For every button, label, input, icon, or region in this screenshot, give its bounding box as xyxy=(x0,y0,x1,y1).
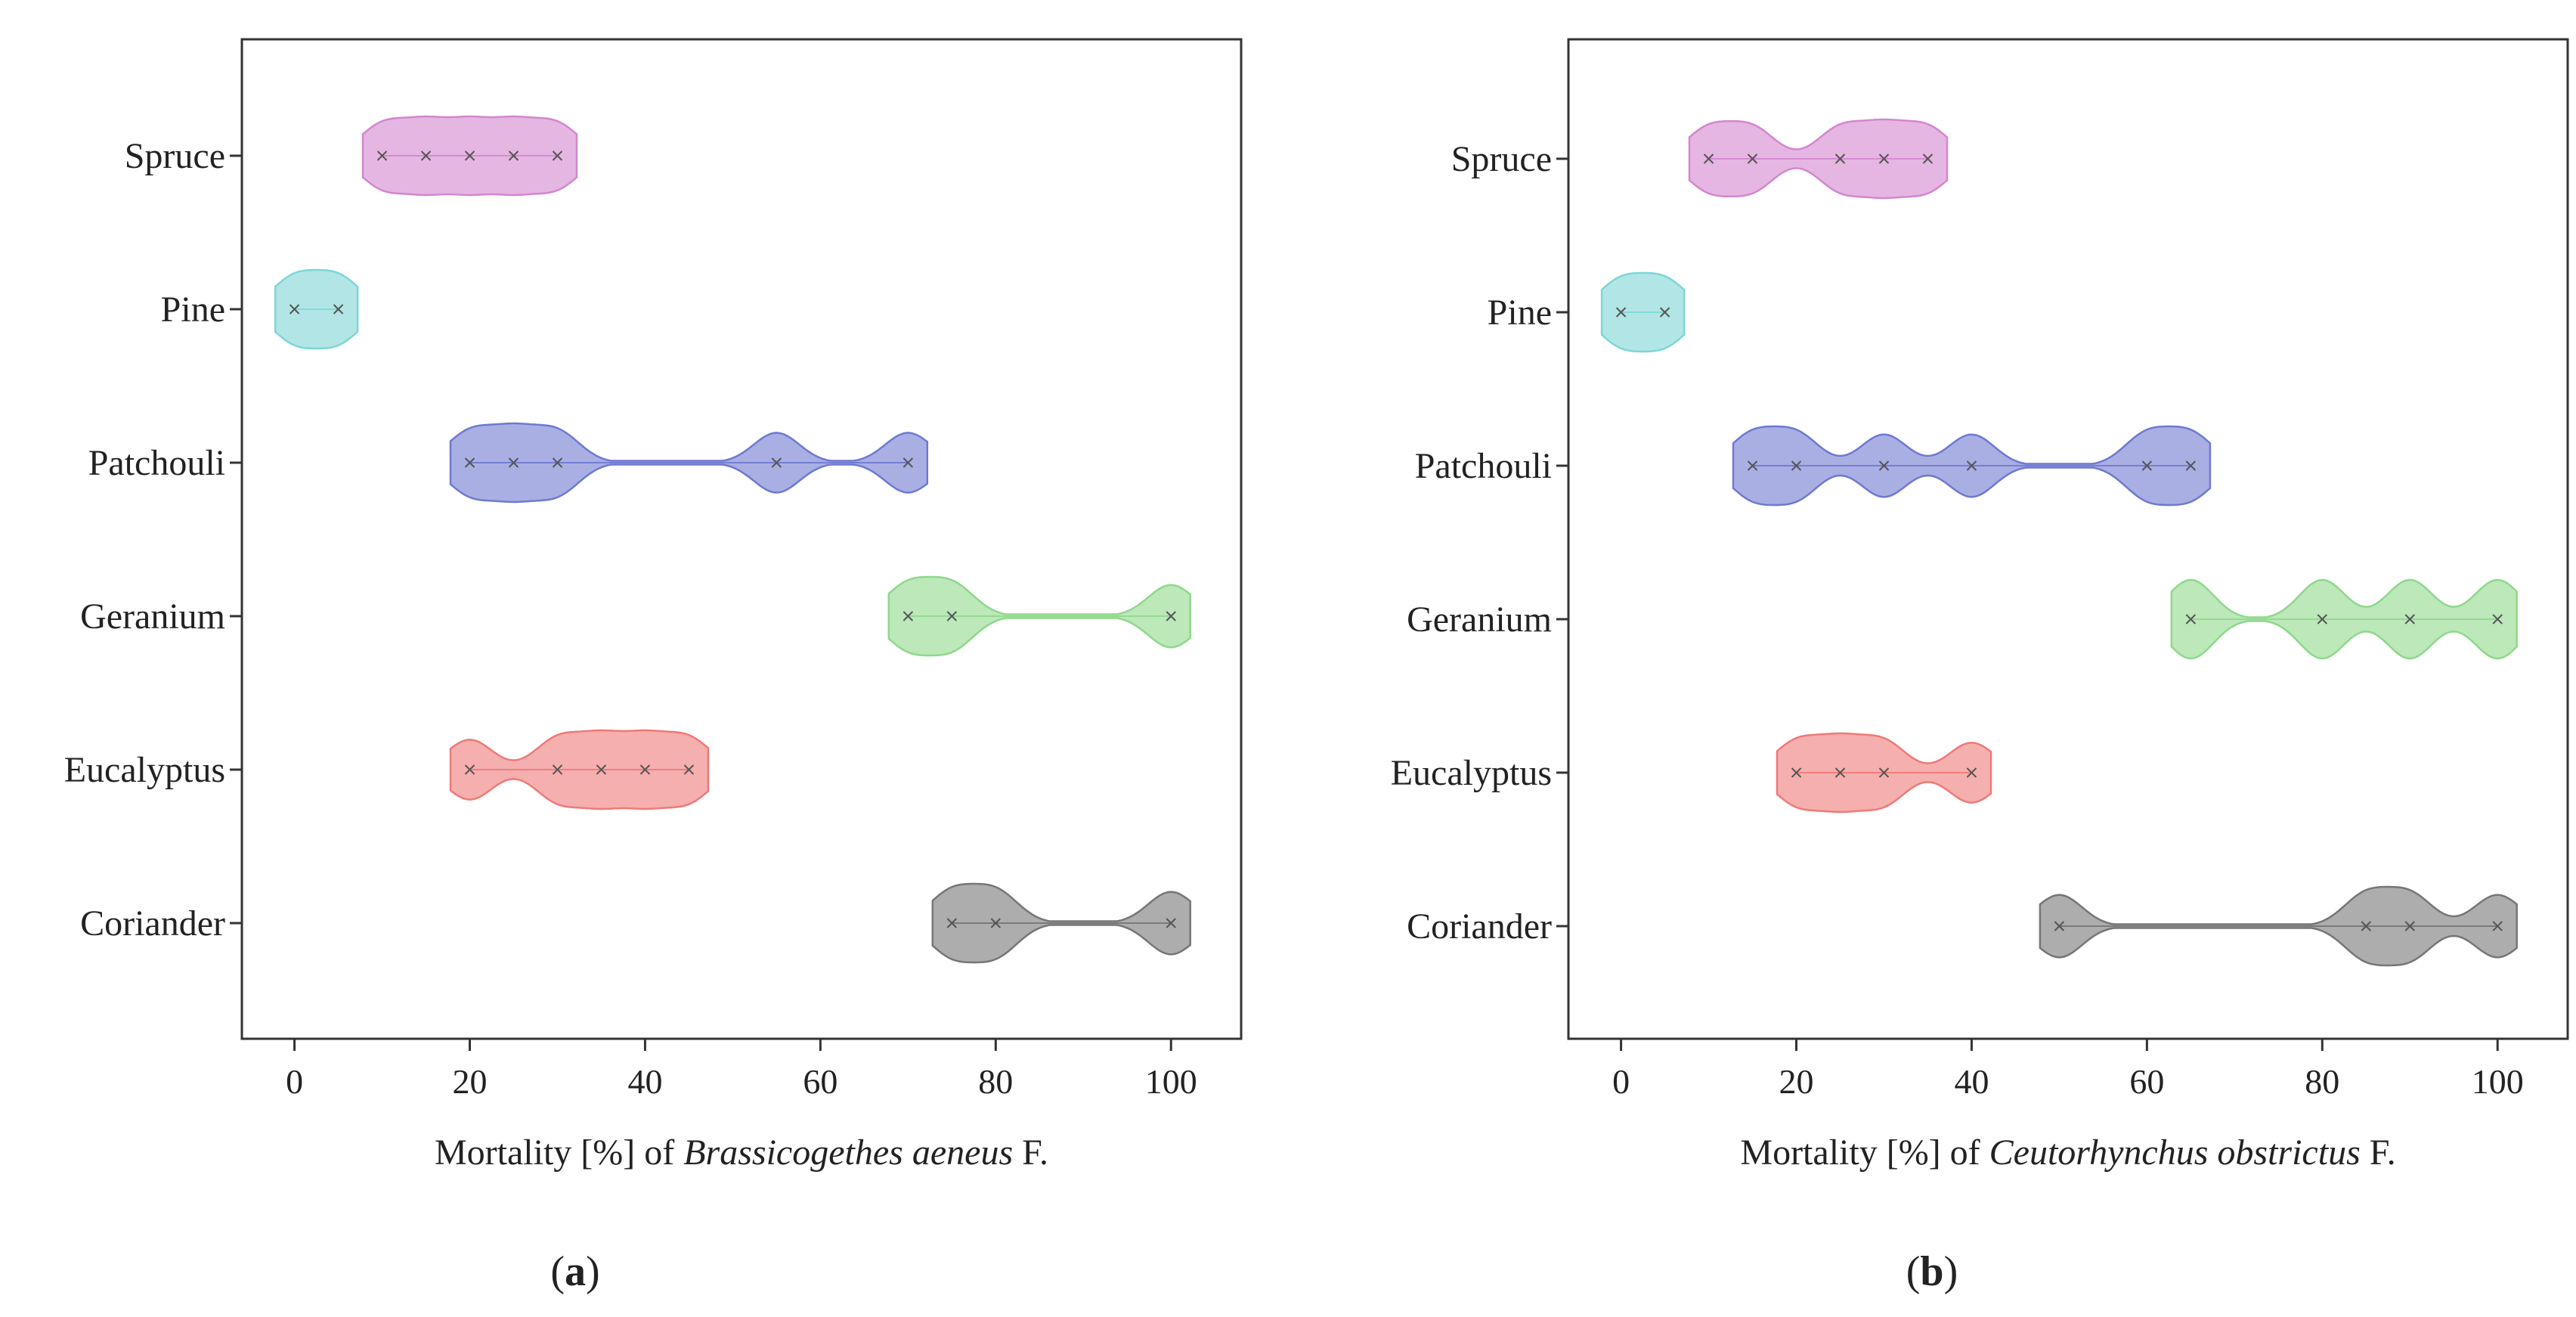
data-point-marker xyxy=(464,764,475,775)
data-point-marker xyxy=(420,150,432,161)
category-label-patchouli: Patchouli xyxy=(88,443,225,483)
data-point-marker xyxy=(639,764,651,775)
data-point-marker xyxy=(1166,918,1176,928)
panel-b: 0 20 40 60 80 100 Mortality [%] of Ceutorhynch… xyxy=(1391,38,2569,1295)
data-point-marker xyxy=(2492,614,2503,624)
x-tick-label: 0 xyxy=(286,1062,303,1101)
data-point-marker xyxy=(903,457,914,468)
data-point-marker xyxy=(289,304,300,315)
data-point-marker xyxy=(1791,460,1802,471)
data-point-marker xyxy=(2141,460,2153,471)
x-tick-label: 20 xyxy=(1779,1062,1814,1101)
data-point-marker xyxy=(596,764,607,775)
data-point-marker xyxy=(464,457,475,468)
x-tick-label: 40 xyxy=(1954,1062,1989,1101)
category-label-spruce: Spruce xyxy=(1451,139,1552,179)
data-point-marker xyxy=(683,764,695,775)
data-point-marker xyxy=(1166,611,1176,621)
data-point-marker xyxy=(1834,767,1846,778)
data-point-marker xyxy=(464,150,475,161)
category-label-eucalyptus: Eucalyptus xyxy=(64,750,225,790)
data-point-marker xyxy=(2054,921,2065,931)
data-point-marker xyxy=(2317,614,2328,624)
data-point-marker xyxy=(1747,153,1758,164)
data-point-marker xyxy=(1834,153,1846,164)
data-point-marker xyxy=(2361,921,2371,931)
x-tick-label: 80 xyxy=(978,1062,1013,1101)
panel-label: (b) xyxy=(1906,1248,1958,1295)
data-point-marker xyxy=(946,611,958,621)
data-point-marker xyxy=(2492,921,2503,931)
data-point-marker xyxy=(903,611,914,621)
category-label-geranium: Geranium xyxy=(80,597,225,637)
data-point-marker xyxy=(1791,767,1802,778)
data-point-marker xyxy=(552,457,563,468)
data-point-marker xyxy=(333,304,344,315)
plot-frame xyxy=(240,38,1243,1040)
category-label-geranium: Geranium xyxy=(1407,600,1552,640)
data-point-marker xyxy=(552,764,563,775)
category-label-coriander: Coriander xyxy=(1407,906,1552,947)
data-point-marker xyxy=(508,150,519,161)
data-point-marker xyxy=(1747,460,1758,471)
data-point-marker xyxy=(1703,153,1714,164)
data-point-marker xyxy=(946,918,958,928)
data-point-marker xyxy=(376,150,388,161)
data-point-marker xyxy=(2404,614,2415,624)
x-tick-label: 0 xyxy=(1612,1062,1630,1101)
category-label-patchouli: Patchouli xyxy=(1415,446,1552,486)
category-label-eucalyptus: Eucalyptus xyxy=(1391,753,1552,793)
panel-label: (a) xyxy=(550,1248,599,1295)
data-point-marker xyxy=(771,457,782,468)
x-axis-label: Mortality [%] of Brassicogethes aeneus F… xyxy=(435,1133,1048,1173)
x-tick-label: 60 xyxy=(2129,1062,2164,1101)
data-point-marker xyxy=(2185,460,2197,471)
x-tick-label: 80 xyxy=(2305,1062,2339,1101)
data-point-marker xyxy=(1922,153,1934,164)
x-tick-label: 40 xyxy=(627,1062,662,1101)
data-point-marker xyxy=(508,457,519,468)
x-tick-label: 20 xyxy=(453,1062,488,1101)
data-point-marker xyxy=(1966,460,1977,471)
data-point-marker xyxy=(2404,921,2415,931)
data-point-marker xyxy=(1615,307,1627,318)
x-axis-label: Mortality [%] of Ceutorhynchus obstrictu… xyxy=(1740,1133,2395,1173)
category-label-coriander: Coriander xyxy=(80,903,225,944)
data-point-marker xyxy=(552,150,563,161)
data-point-marker xyxy=(1878,460,1890,471)
data-point-marker xyxy=(2185,614,2197,624)
category-label-spruce: Spruce xyxy=(125,136,225,176)
data-point-marker xyxy=(1966,767,1977,778)
x-tick-label: 100 xyxy=(1145,1062,1197,1101)
panel-a: 0 20 40 60 80 100 Mortality [%] of Brassicoget… xyxy=(64,38,1243,1295)
data-point-marker xyxy=(1878,153,1890,164)
data-point-marker xyxy=(1878,767,1890,778)
data-point-marker xyxy=(990,918,1002,928)
x-tick-label: 100 xyxy=(2472,1062,2524,1101)
data-point-marker xyxy=(1659,307,1670,318)
x-tick-label: 60 xyxy=(803,1062,838,1101)
category-label-pine: Pine xyxy=(1488,293,1552,333)
category-label-pine: Pine xyxy=(161,290,225,330)
plot-frame xyxy=(1567,38,2569,1040)
